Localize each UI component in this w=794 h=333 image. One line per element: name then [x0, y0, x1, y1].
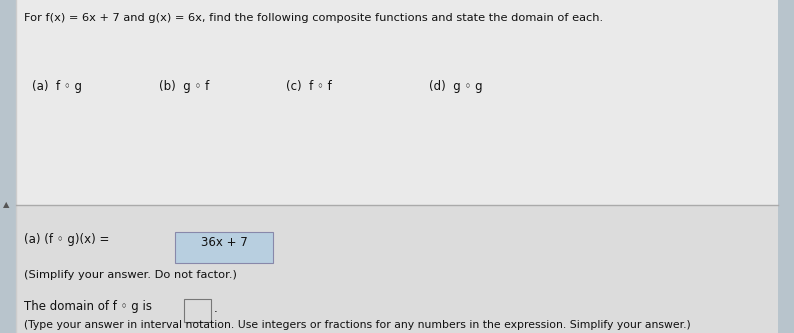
Text: (a)  f ◦ g: (a) f ◦ g: [32, 80, 82, 93]
Text: ▲: ▲: [3, 200, 10, 209]
Text: (b)  g ◦ f: (b) g ◦ f: [159, 80, 209, 93]
Text: .: .: [214, 302, 218, 315]
FancyBboxPatch shape: [16, 205, 778, 333]
Text: (Simplify your answer. Do not factor.): (Simplify your answer. Do not factor.): [24, 270, 237, 280]
Text: (d)  g ◦ g: (d) g ◦ g: [429, 80, 483, 93]
Text: (c)  f ◦ f: (c) f ◦ f: [286, 80, 332, 93]
Text: For f(x) = 6x + 7 and g(x) = 6x, find the following composite functions and stat: For f(x) = 6x + 7 and g(x) = 6x, find th…: [24, 13, 603, 23]
FancyBboxPatch shape: [175, 232, 273, 263]
FancyBboxPatch shape: [184, 299, 211, 322]
Text: The domain of f ◦ g is: The domain of f ◦ g is: [24, 300, 152, 313]
Text: (Type your answer in interval notation. Use integers or fractions for any number: (Type your answer in interval notation. …: [24, 320, 691, 330]
Text: (a) (f ◦ g)(x) =: (a) (f ◦ g)(x) =: [24, 233, 113, 246]
Text: 36x + 7: 36x + 7: [201, 236, 248, 249]
FancyBboxPatch shape: [16, 0, 778, 205]
